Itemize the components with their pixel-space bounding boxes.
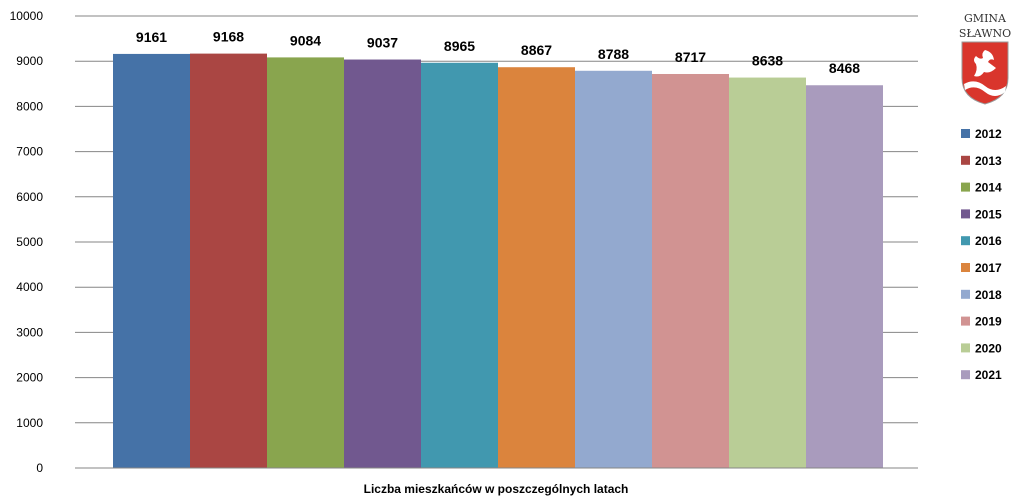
data-label-2020: 8638 [752,53,783,69]
data-label-2013: 9168 [213,29,244,45]
y-tick-label: 5000 [16,235,43,249]
shield-river-icon [964,81,1006,96]
bar-2016 [421,62,498,468]
x-axis-title: Liczba mieszkańców w poszczególnych lata… [364,482,629,496]
data-label-2018: 8788 [598,46,629,62]
legend-swatch-2020 [961,343,970,353]
legend-label-2014: 2014 [975,181,1002,195]
legend-label-2019: 2019 [975,315,1002,329]
data-label-2019: 8717 [675,49,706,65]
legend-label-2018: 2018 [975,288,1002,302]
legend-swatch-2014 [961,182,970,192]
legend-swatch-2015 [961,209,970,219]
y-tick-label: 10000 [10,9,44,23]
legend-label-2012: 2012 [975,127,1002,141]
logo-text-line1: GMINA [964,12,1007,25]
y-tick-label: 0 [36,461,43,475]
y-tick-label: 1000 [16,416,43,430]
data-label-2015: 9037 [367,35,398,51]
data-label-2014: 9084 [290,32,321,48]
y-axis-ticks: 0 1000 2000 3000 4000 5000 6000 7000 8000 9000 100… [10,9,44,475]
y-tick-label: 6000 [16,190,43,204]
coat-of-arms-shield-icon [961,41,1009,105]
data-label-2012: 9161 [136,29,167,45]
bar-2018 [575,70,652,468]
data-label-2021: 8468 [829,60,860,76]
y-tick-label: 7000 [16,145,43,159]
legend-swatch-2017 [961,263,970,272]
y-tick-label: 9000 [16,54,43,68]
bar-2019 [652,73,729,468]
y-tick-label: 8000 [16,99,43,113]
data-label-2017: 8867 [521,42,552,58]
logo-text-line2: SŁAWNO [959,27,1011,40]
bar-2017 [498,67,575,468]
data-labels: 9161 9168 9084 9037 8965 8867 8788 8717 8638 8468 [136,29,860,77]
legend-label-2013: 2013 [975,154,1002,168]
legend-label-2015: 2015 [975,207,1002,221]
legend: 2012 2013 2014 2015 2016 2017 2018 2019 2020 2021 [961,127,1002,382]
legend-swatch-2016 [961,236,970,246]
legend-swatch-2018 [961,289,970,299]
bar-2012 [113,53,190,469]
legend-swatch-2021 [961,370,970,380]
data-label-2016: 8965 [444,38,475,54]
shield-griffin-icon [974,50,996,77]
gmina-logo: GMINA SŁAWNO [959,12,1011,105]
y-tick-label: 4000 [16,280,43,294]
legend-swatch-2013 [961,155,970,165]
legend-swatch-2012 [961,129,970,138]
y-tick-label: 3000 [16,325,43,339]
bars [113,53,883,469]
bar-2021 [806,85,883,468]
bar-2013 [190,53,267,469]
legend-label-2021: 2021 [975,368,1002,382]
legend-swatch-2019 [961,316,970,326]
legend-label-2016: 2016 [975,234,1002,248]
legend-label-2017: 2017 [975,261,1002,275]
y-tick-label: 2000 [16,371,43,385]
bar-2015 [344,59,421,469]
legend-label-2020: 2020 [975,341,1002,355]
bar-2014 [267,57,344,468]
bar-2020 [729,77,806,468]
